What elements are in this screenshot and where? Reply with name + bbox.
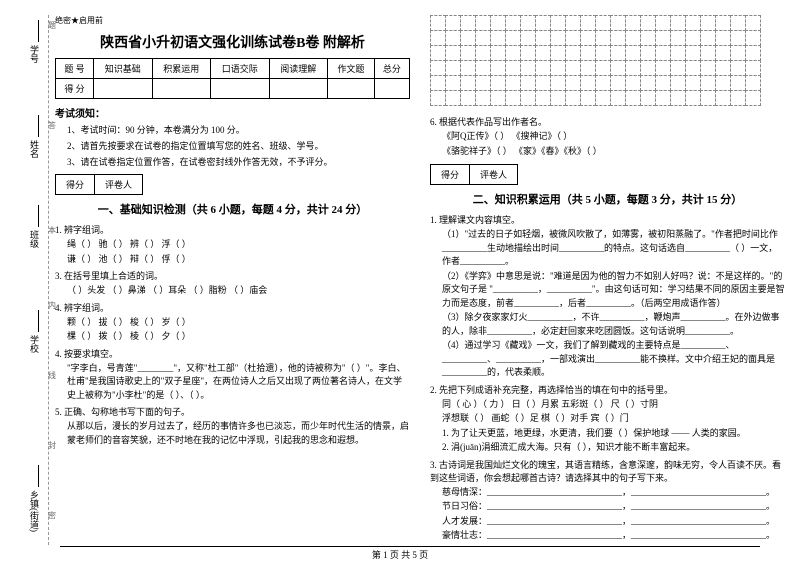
scorebox-score: 得分 <box>430 164 470 185</box>
th: 阅读理解 <box>269 59 328 79</box>
q-line: 同（ 心 ）（ 力 ） 日（ ）月累 五彩斑（ ） 尺（ ）寸阴 <box>442 398 785 412</box>
q-line: 豪情壮志：______________________________，____… <box>442 529 785 543</box>
scorebox: 得分 评卷人 <box>55 174 410 195</box>
question: 3. 古诗词是我国灿烂文化的瑰宝，其语言精练，含意深邃，韵味无穷，令人百读不厌。… <box>430 458 785 484</box>
q-line: 棵（ ） 拨（ ） 棱（ ） 夕（ ） <box>67 330 410 344</box>
side-label: 乡镇(街道) <box>28 490 41 532</box>
side-label: 学号 <box>28 45 41 63</box>
q-line: 浮想联（ ） 画蛇（ ）足 棋（ ）对手 宾（ ）门 <box>442 412 785 426</box>
q-line: （ ）头发 （ ）鼻涕 （ ）耳朵 （ ）脂粉 （ ）庙会 <box>67 284 410 298</box>
td[interactable] <box>211 79 270 99</box>
score-table: 题 号 知识基础 积累运用 口语交际 阅读理解 作文题 总分 得 分 <box>55 58 410 99</box>
q-line: （4）通过学习《藏戏》一文，我们了解到藏戏的主要特点是__________、__… <box>442 339 785 380</box>
q-line: （2）《学弈》中意思是说："难道是因为他的智力不如别人好吗？说：不是这样的。"的… <box>442 270 785 311</box>
scorebox-grader: 评卷人 <box>470 164 518 185</box>
table-row: 得 分 <box>56 79 410 99</box>
th: 作文题 <box>328 59 375 79</box>
td[interactable] <box>328 79 375 99</box>
td[interactable] <box>94 79 153 99</box>
footer-line <box>60 546 760 547</box>
scorebox-grader: 评卷人 <box>95 174 143 195</box>
td[interactable] <box>152 79 211 99</box>
q-line: （3）除夕夜家家灯火__________，不许__________，鞭炮声___… <box>442 311 785 338</box>
q-line: 绳（ ） 驰（ ） 辨（ ） 浮（ ） <box>67 238 410 252</box>
question: 2. 先把下列成语补充完整，再选择恰当的填在句中的括号里。 <box>430 383 785 396</box>
q-line: 谦（ ） 池（ ） 辩（ ） 俘（ ） <box>67 253 410 267</box>
notice-item: 2、请首先按要求在试卷的指定位置填写您的姓名、班级、学号。 <box>67 139 410 152</box>
scorebox: 得分 评卷人 <box>430 164 785 185</box>
q-line: 《骆驼祥子》（ ） 《家》《春》《秋》（ ） <box>442 145 785 159</box>
notice-item: 1、考试时间：90 分钟，本卷满分为 100 分。 <box>67 123 410 136</box>
th: 题 号 <box>56 59 94 79</box>
q-line: （1）"过去的日子如轻烟，被微风吹散了，如薄雾，被初阳蒸融了。"作者把时间比作_… <box>442 228 785 269</box>
notice-header: 考试须知： <box>55 105 410 120</box>
q-line: 节日习俗：______________________________，____… <box>442 500 785 514</box>
question: 4. 辨字组词。 <box>55 301 410 314</box>
q-text: "字李白，号青莲"________"，又称"杜工部"（杜拾遗），他的诗被称为"（… <box>67 362 410 403</box>
seal-text: 绝密★启用前 <box>55 15 410 26</box>
question: 6. 根据代表作品写出作者名。 <box>430 115 785 128</box>
question: 4. 按要求填空。 <box>55 347 410 360</box>
binding-sidebar: 学号姓名班级学校乡镇(街道)题答本内线封密 <box>0 0 55 565</box>
td: 得 分 <box>56 79 94 99</box>
question: 1. 理解课文内容填空。 <box>430 213 785 226</box>
th: 总分 <box>374 59 409 79</box>
side-label: 学校 <box>28 335 41 353</box>
question: 5. 正确、勾称地书写下面的句子。 <box>55 405 410 418</box>
question: 3. 在括号里填上合适的词。 <box>55 269 410 282</box>
q-line: 2. 涓(juān)涓细流汇成大海。只有（ ），知识才能不断丰富起来。 <box>442 441 785 455</box>
section1-title: 一、基础知识检测（共 6 小题，每题 4 分，共计 24 分） <box>55 201 410 217</box>
td[interactable] <box>374 79 409 99</box>
th: 口语交际 <box>211 59 270 79</box>
td[interactable] <box>269 79 328 99</box>
seal-line <box>48 15 49 545</box>
section2-title: 二、知识积累运用（共 5 小题，每题 3 分，共计 15 分） <box>430 191 785 207</box>
th: 积累运用 <box>152 59 211 79</box>
footer: 第 1 页 共 5 页 <box>0 548 800 561</box>
q-line: 1. 为了让天更蓝，地更绿，水更清，我们要（ ）保护地球 —— 人类的家园。 <box>442 427 785 441</box>
question: 1. 辨字组词。 <box>55 223 410 236</box>
scorebox-score: 得分 <box>55 174 95 195</box>
q-line: 《阿Q正传》（ ） 《搜神记》（ ） <box>442 130 785 144</box>
page-content: 绝密★启用前 陕西省小升初语文强化训练试卷B卷 附解析 题 号 知识基础 积累运… <box>55 15 795 550</box>
writing-grid[interactable] <box>430 15 785 105</box>
q-line: 颗（ ） 拔（ ） 梭（ ） 岁（ ） <box>67 316 410 330</box>
q-text: 从那以后，漫长的岁月过去了，经历的事情许多也已淡忘，而少年时代生活的情景，启蒙老… <box>67 420 410 447</box>
q-line: 人才发展：______________________________，____… <box>442 515 785 529</box>
right-column: 6. 根据代表作品写出作者名。 《阿Q正传》（ ） 《搜神记》（ ） 《骆驼祥子… <box>430 15 785 550</box>
side-label: 班级 <box>28 230 41 248</box>
q-line: 慈母情深：______________________________，____… <box>442 486 785 500</box>
th: 知识基础 <box>94 59 153 79</box>
table-row: 题 号 知识基础 积累运用 口语交际 阅读理解 作文题 总分 <box>56 59 410 79</box>
paper-title: 陕西省小升初语文强化训练试卷B卷 附解析 <box>55 32 410 52</box>
side-label: 姓名 <box>28 140 41 158</box>
left-column: 绝密★启用前 陕西省小升初语文强化训练试卷B卷 附解析 题 号 知识基础 积累运… <box>55 15 410 550</box>
notice-item: 3、请在试卷指定位置作答，在试卷密封线外作答无效，不予评分。 <box>67 155 410 168</box>
